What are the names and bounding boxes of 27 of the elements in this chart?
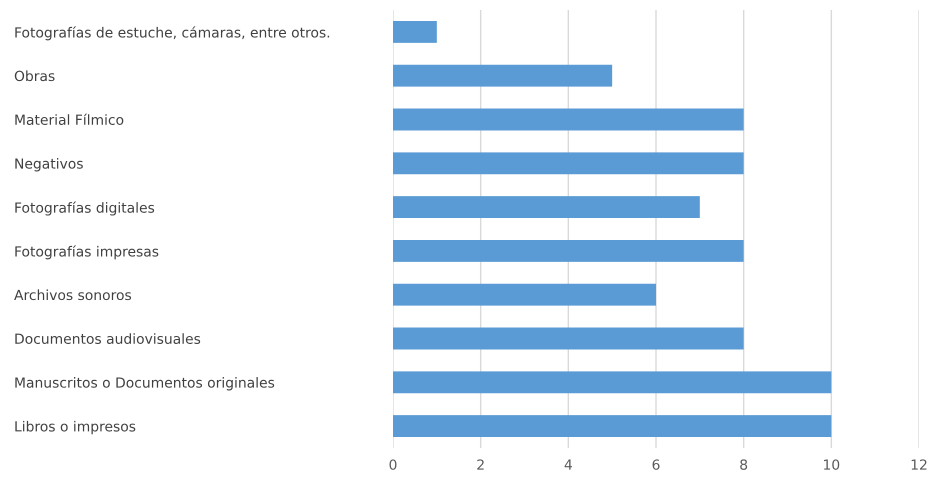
x-tick-label: 4 xyxy=(564,460,572,470)
bar xyxy=(393,108,744,130)
y-tick-label: Libros o impresos xyxy=(15,420,136,434)
bar xyxy=(393,196,700,218)
y-tick-label: Negativos xyxy=(15,158,83,172)
bar xyxy=(393,240,744,262)
y-tick-label: Fotografías impresas xyxy=(15,245,158,260)
x-tick-label: 10 xyxy=(824,459,840,470)
x-tick-label: 6 xyxy=(652,459,660,470)
y-tick-label: Documentos audiovisuales xyxy=(15,333,200,344)
y-tick-label: Manuscritos o Documentos originales xyxy=(15,377,274,390)
y-tick-label: Fotografías digitales xyxy=(15,202,154,216)
bar xyxy=(393,152,744,174)
y-tick-label: Material Fílmico xyxy=(15,114,124,125)
x-tick-label: 2 xyxy=(477,459,484,470)
y-tick-label: Fotografías de estuche, cámaras, entre otros. xyxy=(15,26,330,40)
bar xyxy=(393,415,832,438)
x-tick-label: 8 xyxy=(740,459,748,470)
bar xyxy=(393,284,656,306)
x-tick-label: 0 xyxy=(389,459,396,470)
y-tick-label: Obras xyxy=(14,70,55,82)
y-tick-label: Archivos sonoros xyxy=(14,289,132,300)
bar xyxy=(393,20,437,43)
bar xyxy=(393,64,612,87)
bar xyxy=(393,371,832,394)
x-tick-label: 12 xyxy=(912,459,926,470)
bar xyxy=(393,328,744,350)
